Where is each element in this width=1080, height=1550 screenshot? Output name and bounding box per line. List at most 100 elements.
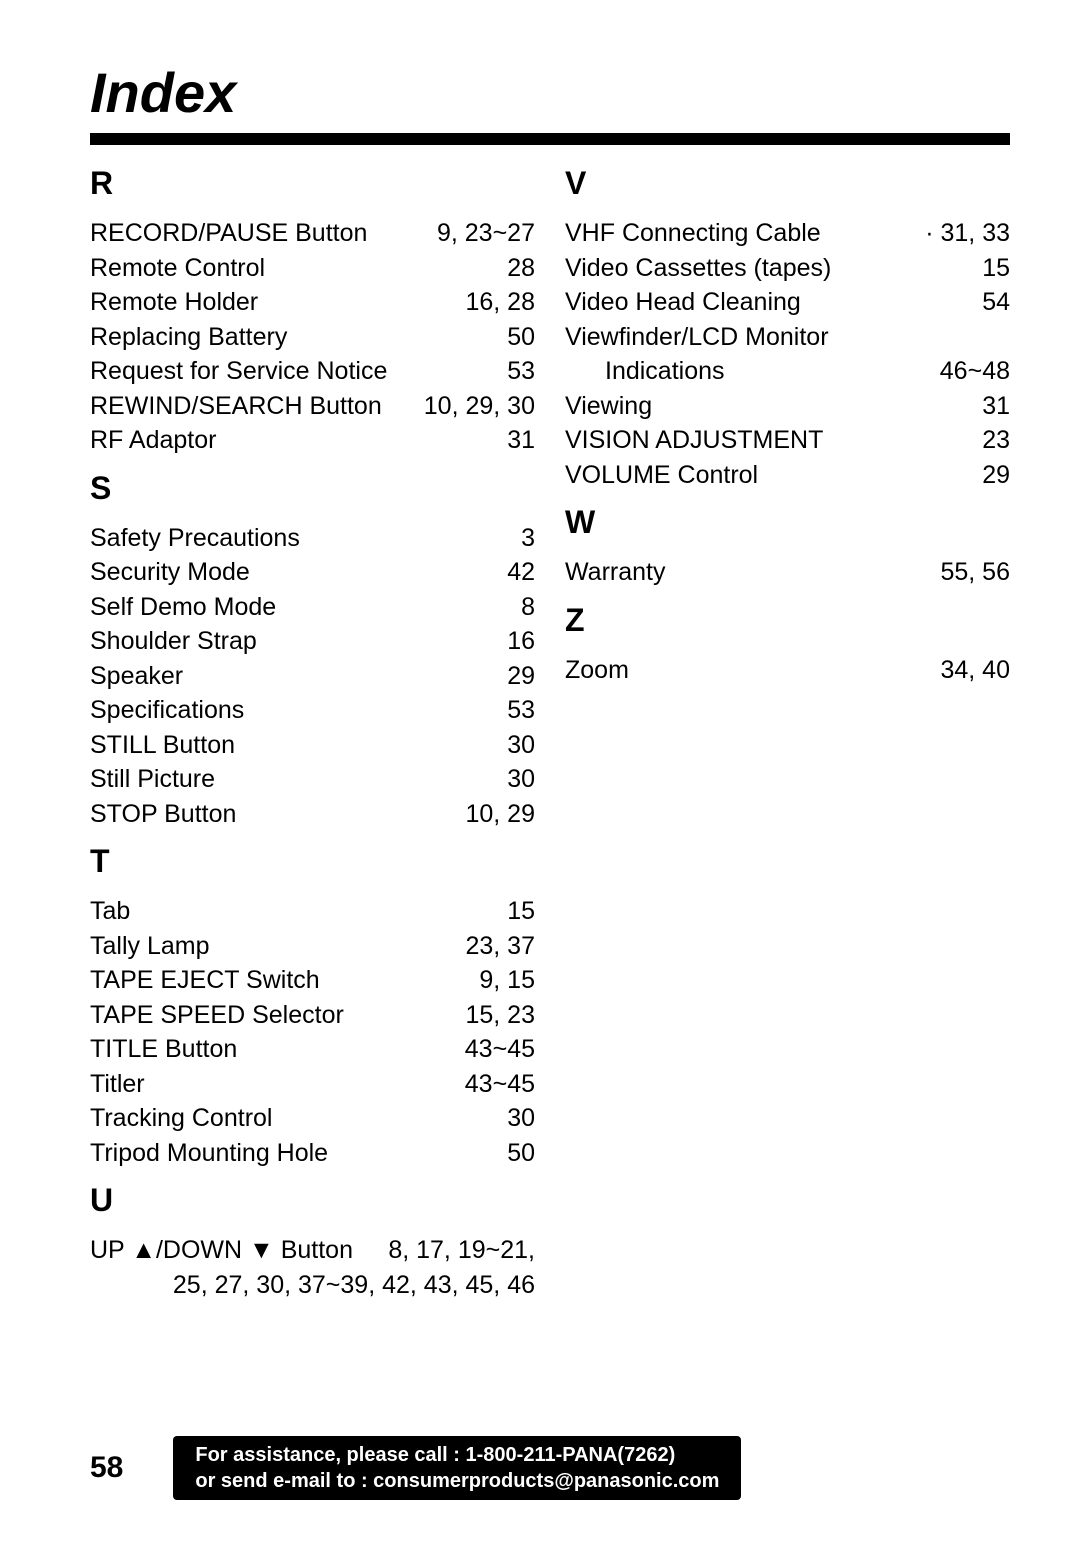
index-term: Video Cassettes (tapes) bbox=[565, 251, 972, 286]
index-entry: Self Demo Mode 8 bbox=[90, 590, 535, 625]
index-pages: 53 bbox=[497, 354, 535, 389]
index-entry: Viewing 31 bbox=[565, 389, 1010, 424]
index-term: UP ▲/DOWN ▼ Button bbox=[90, 1233, 353, 1268]
index-pages: 42 bbox=[497, 555, 535, 590]
index-pages: 23 bbox=[972, 423, 1010, 458]
index-pages: 9, 15 bbox=[469, 963, 535, 998]
left-column: R RECORD/PAUSE Button 9, 23~27 Remote Co… bbox=[90, 153, 535, 1302]
index-entry: Zoom 34, 40 bbox=[565, 653, 1010, 688]
index-term: VISION ADJUSTMENT bbox=[565, 423, 972, 458]
index-pages: · 31, 33 bbox=[915, 216, 1010, 251]
index-term: Tracking Control bbox=[90, 1101, 497, 1136]
assist-line2: or send e-mail to : consumerproducts@pan… bbox=[195, 1468, 719, 1494]
index-entry: Tripod Mounting Hole 50 bbox=[90, 1136, 535, 1171]
index-pages: 30 bbox=[497, 728, 535, 763]
index-entry: VISION ADJUSTMENT 23 bbox=[565, 423, 1010, 458]
index-entry: Tab 15 bbox=[90, 894, 535, 929]
index-entry: UP ▲/DOWN ▼ Button 8, 17, 19~21, 25, 27,… bbox=[90, 1233, 535, 1302]
index-entry: TITLE Button 43~45 bbox=[90, 1032, 535, 1067]
index-term: Self Demo Mode bbox=[90, 590, 511, 625]
index-term: Titler bbox=[90, 1067, 455, 1102]
page-number: 58 bbox=[90, 1451, 123, 1485]
index-entry: Request for Service Notice 53 bbox=[90, 354, 535, 389]
section-letter-v: V bbox=[565, 165, 1010, 202]
index-entry: Tracking Control 30 bbox=[90, 1101, 535, 1136]
section-letter-r: R bbox=[90, 165, 535, 202]
index-pages: 54 bbox=[972, 285, 1010, 320]
index-pages: 31 bbox=[972, 389, 1010, 424]
index-entry: Warranty 55, 56 bbox=[565, 555, 1010, 590]
index-pages: 10, 29 bbox=[455, 797, 535, 832]
index-entry: RECORD/PAUSE Button 9, 23~27 bbox=[90, 216, 535, 251]
index-pages: 3 bbox=[511, 521, 535, 556]
index-pages: 28 bbox=[497, 251, 535, 286]
index-term: Indications bbox=[565, 354, 930, 389]
right-column: V VHF Connecting Cable · 31, 33 Video Ca… bbox=[565, 153, 1010, 1302]
index-pages: 15 bbox=[497, 894, 535, 929]
index-entry: Specifications 53 bbox=[90, 693, 535, 728]
index-pages: 55, 56 bbox=[930, 555, 1010, 590]
index-title: Index bbox=[90, 60, 1010, 125]
index-pages: 8, 17, 19~21, bbox=[361, 1233, 535, 1268]
index-entry: Viewfinder/LCD Monitor bbox=[565, 320, 1010, 355]
index-term: Request for Service Notice bbox=[90, 354, 497, 389]
index-entry: Remote Control 28 bbox=[90, 251, 535, 286]
index-term: Replacing Battery bbox=[90, 320, 497, 355]
index-term: RF Adaptor bbox=[90, 423, 497, 458]
index-term: Safety Precautions bbox=[90, 521, 511, 556]
index-pages: 15, 23 bbox=[455, 998, 535, 1033]
index-pages-cont: 25, 27, 30, 37~39, 42, 43, 45, 46 bbox=[90, 1268, 535, 1303]
title-rule bbox=[90, 133, 1010, 145]
index-pages: 50 bbox=[497, 1136, 535, 1171]
index-entry: RF Adaptor 31 bbox=[90, 423, 535, 458]
index-pages: 9, 23~27 bbox=[427, 216, 535, 251]
index-pages: 15 bbox=[972, 251, 1010, 286]
index-pages: 30 bbox=[497, 1101, 535, 1136]
index-entry: Video Head Cleaning 54 bbox=[565, 285, 1010, 320]
index-entry: Replacing Battery 50 bbox=[90, 320, 535, 355]
index-entry: Safety Precautions 3 bbox=[90, 521, 535, 556]
index-entry: VOLUME Control 29 bbox=[565, 458, 1010, 493]
index-entry: Video Cassettes (tapes) 15 bbox=[565, 251, 1010, 286]
index-term: Viewfinder/LCD Monitor bbox=[565, 320, 1000, 355]
index-term: TITLE Button bbox=[90, 1032, 455, 1067]
index-pages: 16, 28 bbox=[455, 285, 535, 320]
index-term: Viewing bbox=[565, 389, 972, 424]
index-entry: Shoulder Strap 16 bbox=[90, 624, 535, 659]
index-term: Tab bbox=[90, 894, 497, 929]
index-term: STILL Button bbox=[90, 728, 497, 763]
assist-line1: For assistance, please call : 1-800-211-… bbox=[195, 1442, 719, 1468]
index-pages: 29 bbox=[972, 458, 1010, 493]
section-letter-z: Z bbox=[565, 602, 1010, 639]
index-term: REWIND/SEARCH Button bbox=[90, 389, 414, 424]
section-letter-s: S bbox=[90, 470, 535, 507]
index-pages: 8 bbox=[511, 590, 535, 625]
index-entry: Tally Lamp 23, 37 bbox=[90, 929, 535, 964]
index-pages: 10, 29, 30 bbox=[414, 389, 535, 424]
index-term: STOP Button bbox=[90, 797, 455, 832]
index-term: Remote Control bbox=[90, 251, 497, 286]
index-pages: 29 bbox=[497, 659, 535, 694]
index-pages: 30 bbox=[497, 762, 535, 797]
index-pages bbox=[1000, 320, 1010, 355]
index-entry: Speaker 29 bbox=[90, 659, 535, 694]
index-term: Zoom bbox=[565, 653, 930, 688]
index-term: TAPE EJECT Switch bbox=[90, 963, 469, 998]
index-entry: TAPE SPEED Selector 15, 23 bbox=[90, 998, 535, 1033]
section-letter-w: W bbox=[565, 504, 1010, 541]
index-pages: 43~45 bbox=[455, 1067, 535, 1102]
page-footer: 58 For assistance, please call : 1-800-2… bbox=[90, 1436, 1010, 1500]
index-entry: Titler 43~45 bbox=[90, 1067, 535, 1102]
index-term: Shoulder Strap bbox=[90, 624, 497, 659]
assistance-box: For assistance, please call : 1-800-211-… bbox=[173, 1436, 741, 1500]
index-pages: 16 bbox=[497, 624, 535, 659]
index-pages: 50 bbox=[497, 320, 535, 355]
index-pages: 53 bbox=[497, 693, 535, 728]
index-entry: Remote Holder 16, 28 bbox=[90, 285, 535, 320]
index-entry: Security Mode 42 bbox=[90, 555, 535, 590]
index-term: RECORD/PAUSE Button bbox=[90, 216, 427, 251]
index-entry: Still Picture 30 bbox=[90, 762, 535, 797]
index-entry: TAPE EJECT Switch 9, 15 bbox=[90, 963, 535, 998]
index-term: VOLUME Control bbox=[565, 458, 972, 493]
index-term: VHF Connecting Cable bbox=[565, 216, 915, 251]
